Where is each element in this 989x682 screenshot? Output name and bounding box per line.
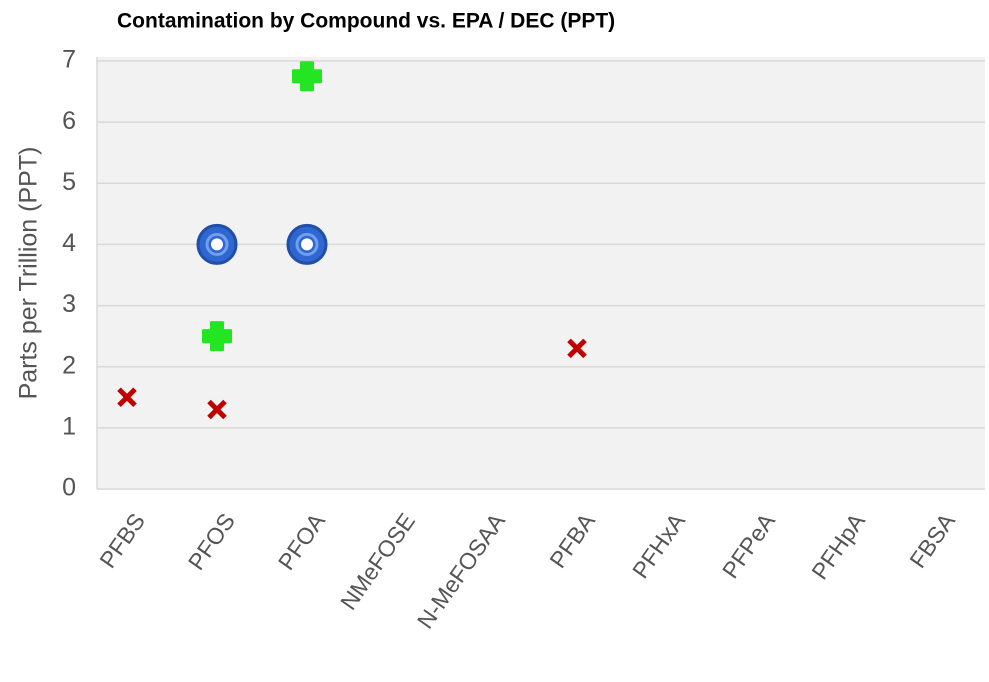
marker-x: [567, 338, 587, 359]
y-tick-label: 5: [62, 168, 76, 196]
x-tick-label: PFHpA: [806, 508, 870, 584]
data-point: [567, 338, 587, 359]
y-tick-label: 1: [62, 412, 76, 440]
y-tick-label: 0: [62, 474, 76, 502]
x-tick-label: PFOS: [183, 508, 240, 574]
y-tick-label: 4: [62, 229, 76, 257]
data-point: [207, 399, 227, 420]
y-tick-label: 7: [62, 46, 76, 74]
x-tick-label: PFPeA: [717, 508, 780, 583]
y-tick-label: 6: [62, 107, 76, 135]
data-point: [196, 223, 238, 265]
x-tick-label: PFBA: [544, 508, 600, 573]
marker-plus: [202, 321, 232, 352]
x-tick-label: NMeFOSE: [335, 508, 420, 614]
data-point: [286, 223, 328, 265]
x-tick-label: PFBS: [94, 508, 150, 572]
plot-area: [97, 57, 985, 490]
y-tick-label: 3: [62, 290, 76, 318]
y-tick-label: 2: [62, 351, 76, 379]
x-tick-label: FBSA: [904, 508, 960, 573]
marker-ring-hole: [301, 238, 313, 251]
marker-ring-inner: [295, 232, 319, 256]
marker-plus: [292, 61, 322, 92]
data-point: [117, 387, 137, 408]
data-point: [202, 321, 232, 352]
marker-ring-hole: [211, 238, 223, 251]
marker-x: [207, 399, 227, 420]
y-axis-label: Parts per Trillion (PPT): [15, 147, 43, 400]
x-tick-label: PFOA: [273, 508, 331, 575]
chart-title: Contamination by Compound vs. EPA / DEC …: [117, 10, 615, 33]
marker-ring-inner: [205, 232, 229, 256]
x-tick-label: N-MeFOSAA: [412, 508, 511, 633]
x-tick-label: PFHxA: [627, 508, 690, 583]
data-point: [292, 61, 322, 92]
marker-x: [117, 387, 137, 408]
